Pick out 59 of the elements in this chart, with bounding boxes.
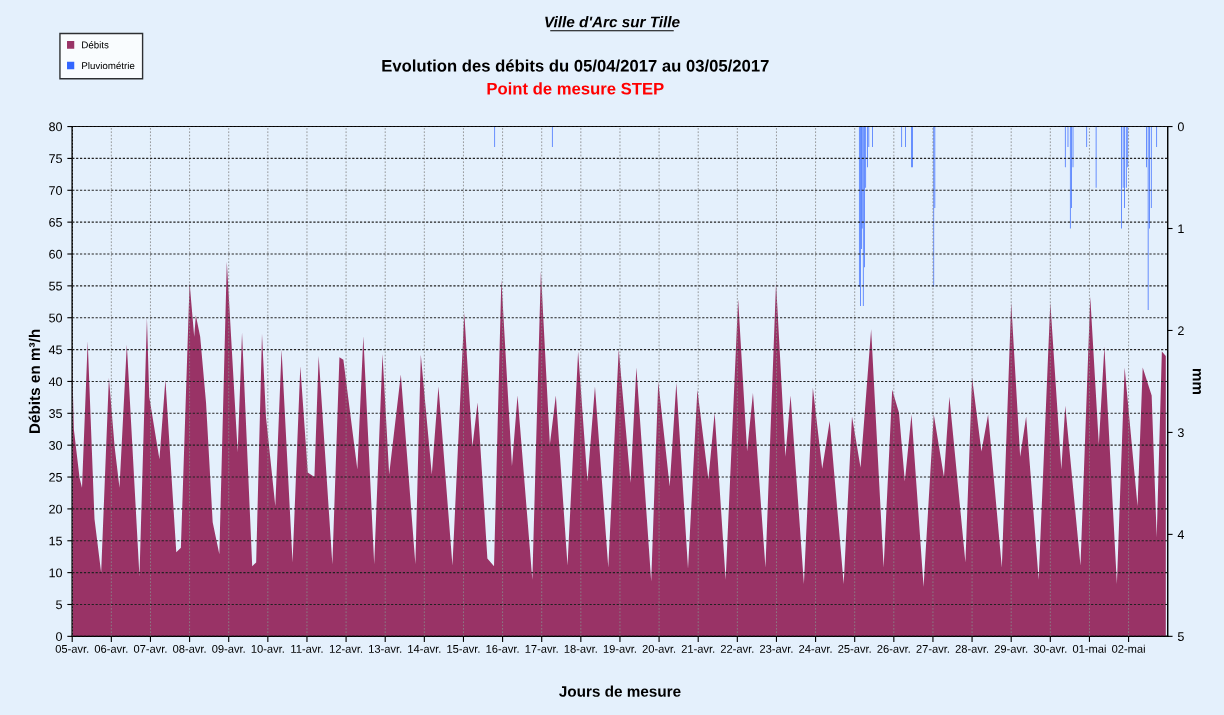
y-tick-label: 25 <box>49 472 62 482</box>
text: Point de mesure STEP <box>487 82 664 95</box>
x-tick-label: 02-mai <box>1112 644 1145 653</box>
y-tick-label: 70 <box>49 186 63 195</box>
y2-tick-label: 5 <box>1177 632 1184 641</box>
x-tick-label: 11-avr. <box>291 645 323 653</box>
x-tick-label: 23-avr. <box>760 644 793 653</box>
x-tick-label: 01-mai <box>1072 644 1106 653</box>
chart-subtitle: Evolution des débits du 05/04/2017 au 03/05/2017 <box>382 59 769 72</box>
y-tick-label: 65 <box>49 217 62 227</box>
x-tick-label: 05-avr. <box>55 644 89 653</box>
x-tick-label: 19-avr. <box>603 644 636 653</box>
x-tick-label: 15-avr. <box>447 645 480 653</box>
y-tick-label: 10 <box>49 568 63 578</box>
y-axis-title: Débits en m³/h <box>28 329 41 434</box>
y-tick-label: 0 <box>56 632 63 641</box>
x-tick-label: 07-avr. <box>133 644 167 653</box>
x-tick-label: 06-avr. <box>94 644 128 653</box>
x-tick-label: 26-avr. <box>877 644 910 653</box>
y2-tick-label: 4 <box>1177 530 1184 539</box>
y2-tick-label: 3 <box>1177 428 1184 438</box>
x-tick-label: 17-avr. <box>525 645 558 653</box>
x-tick-label: 29-avr. <box>994 644 1028 653</box>
x-tick-label: 10-avr. <box>251 644 284 653</box>
y-tick-label: 35 <box>49 409 62 418</box>
x-tick-label: 13-avr. <box>369 644 402 653</box>
x-tick-label: 22-avr. <box>720 644 754 653</box>
y2-tick-label: 1 <box>1178 224 1184 234</box>
y-tick-label: 15 <box>49 536 62 546</box>
x-tick-label: 28-avr. <box>955 644 989 653</box>
chart-title: Ville d'Arc sur Tille <box>545 16 680 28</box>
x-tick-label: 18-avr. <box>564 644 597 653</box>
y2-axis-title: mm <box>1192 368 1201 395</box>
y2-tick-label: 2 <box>1178 326 1184 335</box>
x-tick-label: 16-avr. <box>486 644 519 653</box>
x-tick-label: 30-avr. <box>1033 644 1067 653</box>
y-tick-label: 5 <box>56 600 62 610</box>
y-tick-label: 80 <box>49 122 63 132</box>
x-tick-label: 20-avr. <box>642 644 676 653</box>
x-tick-label: 27-avr. <box>916 644 949 653</box>
y-tick-label: 20 <box>49 504 63 514</box>
y-tick-label: 40 <box>48 377 63 387</box>
y-tick-label: 45 <box>48 345 62 355</box>
x-tick-label: 21-avr. <box>681 644 715 653</box>
y-tick-label: 60 <box>49 249 63 259</box>
y2-tick-label: 0 <box>1177 122 1184 132</box>
x-tick-label: 09-avr. <box>212 644 245 653</box>
x-tick-label: 14-avr. <box>408 645 441 653</box>
x-tick-label: 24-avr. <box>799 644 832 653</box>
legend-label: Débits <box>82 41 109 49</box>
y-tick-label: 55 <box>49 281 62 291</box>
y-tick-label: 30 <box>49 440 63 450</box>
legend-label: Pluviométrie <box>82 61 135 70</box>
x-tick-label: 25-avr. <box>838 644 871 653</box>
y-tick-label: 50 <box>49 313 63 323</box>
x-tick-label: 12-avr. <box>329 644 363 653</box>
x-tick-label: 08-avr. <box>173 644 206 653</box>
x-axis-title: Jours de mesure <box>559 685 681 697</box>
y-tick-label: 75 <box>49 154 62 164</box>
